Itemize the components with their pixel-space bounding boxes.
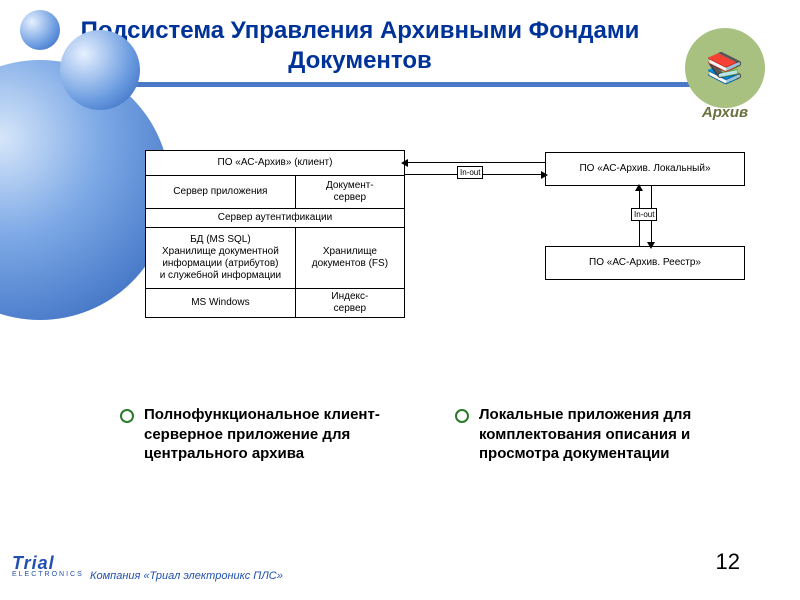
diagram-cell: Индекс- сервер xyxy=(295,288,405,318)
arrow-head-icon xyxy=(647,242,655,249)
bullet-row: Полнофункциональное клиент-серверное при… xyxy=(120,405,740,464)
diagram-cell: Сервер аутентификации xyxy=(145,208,405,228)
arrow-head-icon xyxy=(635,184,643,191)
diagram-cell: Сервер приложения xyxy=(145,175,296,209)
diagram-node: ПО «АС-Архив. Локальный» xyxy=(545,152,745,186)
logo-sub: ELECTRONICS xyxy=(12,571,84,578)
diagram-cell: Документ- сервер xyxy=(295,175,405,209)
connector-label: In-out xyxy=(457,166,483,179)
connector-line xyxy=(405,162,545,163)
diagram-cell: ПО «АС-Архив» (клиент) xyxy=(145,150,405,176)
bullet-left: Полнофункциональное клиент-серверное при… xyxy=(120,405,405,464)
bullet-text: Локальные приложения для комплектования … xyxy=(479,405,740,464)
page-number: 12 xyxy=(716,549,740,575)
title-underline xyxy=(80,82,700,87)
architecture-diagram: ПО «АС-Архив» (клиент)Сервер приложенияД… xyxy=(145,150,765,380)
footer-company: Компания «Триал электроникс ПЛС» xyxy=(90,570,283,582)
diagram-node: ПО «АС-Архив. Реестр» xyxy=(545,246,745,280)
diagram-cell: MS Windows xyxy=(145,288,296,318)
archive-icon: 📚 Архив xyxy=(680,28,770,118)
logo-main: Trial xyxy=(12,553,55,573)
bullet-marker-icon xyxy=(120,409,134,423)
arrow-head-icon xyxy=(541,171,548,179)
bullet-marker-icon xyxy=(455,409,469,423)
footer-logo: Trial ELECTRONICS xyxy=(12,553,84,578)
diagram-cell: Хранилище документов (FS) xyxy=(295,227,405,289)
bullet-right: Локальные приложения для комплектования … xyxy=(455,405,740,464)
bullet-text: Полнофункциональное клиент-серверное при… xyxy=(144,405,405,464)
diagram-cell: БД (MS SQL) Хранилище документной информ… xyxy=(145,227,296,289)
connector-label: In-out xyxy=(631,208,657,221)
arrow-head-icon xyxy=(401,159,408,167)
archive-label: Архив xyxy=(680,104,770,121)
